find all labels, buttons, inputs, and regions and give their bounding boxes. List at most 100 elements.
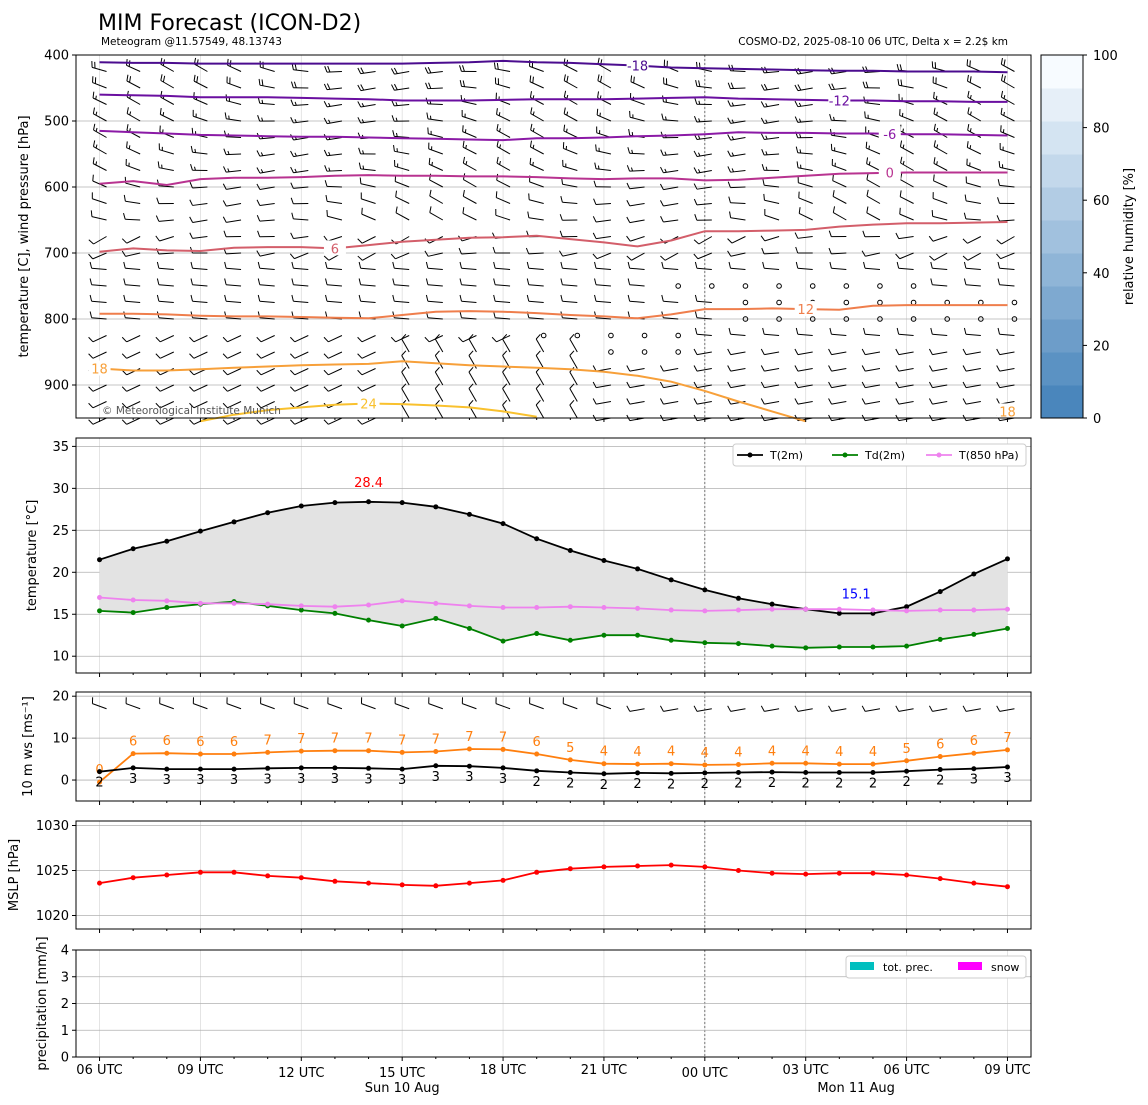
- upper-barb-24-5-half: [902, 128, 904, 133]
- upper-barb-19-8-flag-0: [727, 181, 731, 188]
- upper-barb-23-14-calm: [877, 283, 883, 289]
- temp-series-2-point-27: [1004, 606, 1010, 612]
- upper-barb-6-18-flag-0: [289, 353, 296, 359]
- upper-barb-19-14: [742, 283, 749, 289]
- wind-barb-0-flag-0: [91, 697, 94, 704]
- temp-ytick-label-0: 10: [52, 650, 69, 665]
- upper-barb-20-2: [760, 83, 780, 91]
- upper-barb-14-2: [563, 74, 578, 89]
- upper-barb-22-12: [828, 247, 847, 255]
- wind-barb-24-flag-0: [895, 705, 900, 712]
- upper-barb-1-12: [121, 250, 141, 257]
- upper-barb-25-11-shaft: [932, 236, 948, 242]
- upper-barb-23-22: [861, 414, 881, 422]
- mslp-frame: [75, 820, 1032, 930]
- upper-barb-2-2: [160, 74, 175, 89]
- wind-series-0-point-21: [803, 760, 809, 766]
- upper-barb-7-4-half: [328, 119, 331, 124]
- upper-barb-14-7: [562, 159, 578, 171]
- upper-barb-10-18: [434, 333, 444, 353]
- wind-barb-18-shaft: [696, 708, 712, 712]
- upper-barb-26-20: [962, 381, 981, 389]
- upper-barb-26-12-shaft: [967, 252, 982, 261]
- upper-barb-20-15-calm: [776, 299, 782, 306]
- upper-barb-18-13-flag-0: [694, 261, 698, 269]
- upper-barb-7-11-flag-0: [323, 235, 329, 242]
- upper-barb-16-15-flag-0: [627, 294, 631, 302]
- upper-barb-5-12: [256, 250, 275, 257]
- upper-barb-13-20-shaft: [535, 371, 545, 386]
- upper-barb-23-8-shaft: [866, 179, 881, 188]
- upper-barb-11-21: [468, 383, 477, 402]
- temp-series-1-point-25: [937, 636, 943, 642]
- upper-barb-22-4-flag-0: [829, 114, 832, 121]
- upper-barb-13-16-shaft: [528, 317, 544, 320]
- wind-barb-17-flag-0: [659, 705, 664, 712]
- temp-series-1-point-16: [635, 632, 641, 638]
- upper-barb-1-21-shaft: [126, 401, 141, 409]
- upper-barb-12-2-flag-0: [494, 77, 497, 84]
- temp-series-0-point-19: [735, 595, 741, 601]
- upper-barb-3-7-half: [194, 166, 196, 171]
- upper-barb-8-19: [357, 368, 376, 376]
- upper-barb-20-20-flag-0: [760, 381, 765, 388]
- upper-barb-24-7-flag-0: [900, 156, 903, 164]
- upper-barb-14-18-flag-0: [569, 333, 575, 340]
- upper-barb-5-10: [256, 215, 275, 222]
- upper-barb-4-18: [222, 351, 242, 359]
- wind-series-0-point-0: [97, 779, 103, 785]
- upper-barb-11-5-half: [464, 129, 467, 133]
- upper-barb-16-9-shaft: [629, 203, 645, 207]
- upper-barb-23-4-shaft: [865, 117, 881, 122]
- upper-barb-12-21: [502, 383, 511, 402]
- upper-barb-19-7-flag-0: [727, 166, 731, 173]
- upper-barb-6-11-flag-0: [290, 232, 294, 239]
- upper-barb-16-4-flag-0: [629, 110, 631, 118]
- upper-barb-1-19-flag-0: [121, 369, 127, 376]
- upper-barb-25-3: [933, 91, 948, 105]
- wind-series-1-point-1: [130, 765, 136, 771]
- upper-barb-9-13: [392, 261, 410, 270]
- upper-barb-13-4-half: [532, 111, 535, 116]
- upper-barb-25-2-flag-0: [932, 76, 934, 83]
- upper-barb-8-12: [357, 252, 376, 261]
- upper-barb-22-20-shaft: [831, 384, 847, 389]
- upper-barb-1-4-shaft: [126, 113, 141, 122]
- isotherm-3: [99, 171, 1008, 187]
- upper-barb-9-15-shaft: [394, 300, 410, 303]
- upper-barb-10-12-shaft: [428, 252, 443, 257]
- upper-barb-13-13-flag-0: [526, 261, 530, 269]
- upper-barb-3-18: [189, 351, 208, 359]
- upper-barb-13-7-shaft: [529, 163, 544, 171]
- upper-barb-8-22-flag-0: [357, 419, 363, 425]
- upper-barb-25-7-half: [936, 161, 938, 165]
- upper-barb-21-20-flag-0: [794, 381, 799, 388]
- upper-barb-23-15-calm: [877, 299, 883, 306]
- upper-barb-18-8-shaft: [696, 186, 712, 190]
- upper-barb-8-12-shaft: [362, 252, 376, 261]
- upper-barb-18-12-shaft: [697, 252, 713, 260]
- upper-barb-2-17-shaft: [159, 335, 175, 343]
- upper-barb-26-2-flag-1: [969, 76, 972, 83]
- upper-barb-2-1: [160, 57, 175, 72]
- upper-barb-2-7-flag-0: [157, 161, 160, 168]
- upper-barb-18-21: [693, 398, 712, 405]
- upper-barb-1-10-flag-0: [123, 212, 126, 220]
- wind-barb-20: [760, 705, 780, 712]
- upper-barb-25-1: [931, 61, 948, 72]
- upper-barb-22-6-flag-0: [830, 143, 833, 151]
- upper-barb-22-6: [830, 143, 847, 155]
- upper-barb-5-1-shaft: [260, 66, 275, 72]
- upper-barb-26-2-shaft: [967, 80, 982, 89]
- temp-series-1-point-14: [567, 637, 573, 643]
- upper-barb-20-18-flag-0: [760, 348, 765, 355]
- wind-series-1-label-7: 3: [331, 772, 339, 787]
- mslp-ytick-label-0: 1020: [36, 909, 69, 924]
- upper-barb-3-1-flag-1: [196, 59, 199, 66]
- upper-barb-7-1: [324, 65, 342, 73]
- time-tick-label-8: 06 UTC: [883, 1063, 929, 1078]
- upper-barb-10-21-shaft: [434, 388, 444, 402]
- upper-barb-10-8-shaft: [429, 179, 444, 188]
- prec-frame: [75, 949, 1032, 1058]
- upper-barb-6-8-flag-0: [290, 182, 294, 189]
